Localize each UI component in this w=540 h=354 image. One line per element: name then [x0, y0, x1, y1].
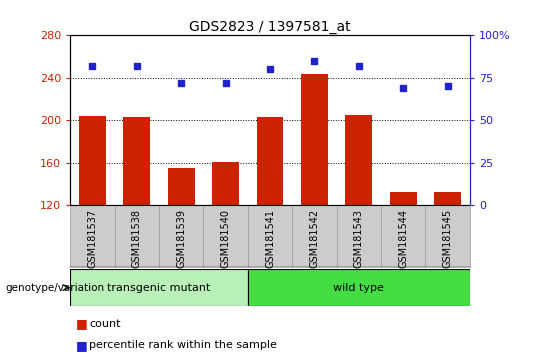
Text: GSM181537: GSM181537 — [87, 209, 97, 268]
Bar — [168, 168, 194, 205]
Text: count: count — [89, 319, 120, 329]
Text: wild type: wild type — [333, 282, 384, 293]
Bar — [256, 117, 284, 205]
Bar — [79, 116, 106, 205]
Text: transgenic mutant: transgenic mutant — [107, 282, 211, 293]
Bar — [159, 205, 204, 267]
Bar — [292, 205, 336, 267]
Text: GSM181545: GSM181545 — [443, 209, 453, 268]
Bar — [248, 269, 470, 306]
Text: genotype/variation: genotype/variation — [5, 282, 105, 293]
Title: GDS2823 / 1397581_at: GDS2823 / 1397581_at — [189, 21, 351, 34]
Bar — [381, 205, 426, 267]
Bar — [212, 162, 239, 205]
Text: GSM181540: GSM181540 — [221, 209, 231, 268]
Text: GSM181541: GSM181541 — [265, 209, 275, 268]
Text: ■: ■ — [76, 339, 87, 352]
Bar — [426, 205, 470, 267]
Text: GSM181542: GSM181542 — [309, 209, 319, 268]
Bar — [390, 192, 416, 205]
Bar — [336, 205, 381, 267]
Text: GSM181543: GSM181543 — [354, 209, 364, 268]
Bar — [301, 74, 328, 205]
Bar — [248, 205, 292, 267]
Bar — [70, 205, 114, 267]
Bar — [346, 115, 372, 205]
Text: GSM181544: GSM181544 — [398, 209, 408, 268]
Text: GSM181539: GSM181539 — [176, 209, 186, 268]
Bar — [434, 192, 461, 205]
Text: ■: ■ — [76, 318, 87, 330]
Bar — [114, 205, 159, 267]
Bar — [70, 269, 248, 306]
Text: GSM181538: GSM181538 — [132, 209, 142, 268]
Bar — [204, 205, 248, 267]
Text: percentile rank within the sample: percentile rank within the sample — [89, 340, 277, 350]
Bar — [124, 117, 150, 205]
